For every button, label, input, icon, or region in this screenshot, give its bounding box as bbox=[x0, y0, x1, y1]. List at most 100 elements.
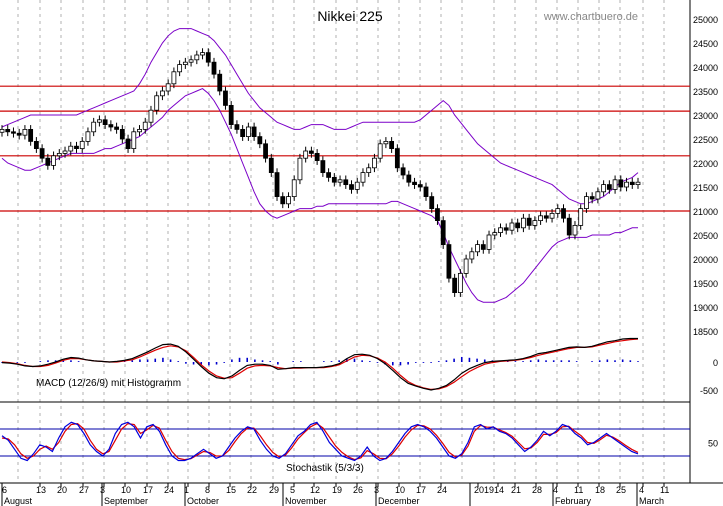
candle-body-49 bbox=[280, 196, 286, 205]
x-month-label-2: October bbox=[187, 496, 219, 506]
candle-body-47 bbox=[268, 157, 274, 173]
candle-body-37 bbox=[211, 61, 217, 75]
x-day-label-16: 26 bbox=[353, 485, 363, 495]
candle-body-110 bbox=[629, 181, 635, 185]
candle-body-53 bbox=[303, 150, 309, 159]
candle-body-17 bbox=[97, 119, 102, 123]
macd-tick-label-1: -500 bbox=[700, 386, 718, 396]
candle-body-25 bbox=[142, 121, 148, 130]
candle-body-73 bbox=[417, 184, 423, 188]
candle-body-75 bbox=[429, 196, 435, 210]
x-day-label-10: 15 bbox=[226, 485, 236, 495]
candle-body-77 bbox=[440, 220, 446, 246]
bottom-axis: 6 13 20 27 3 10 17 24 1 8 15 22 29 5 12 19 26 3 10 17 24 2019… bbox=[1, 483, 669, 506]
candle-body-81 bbox=[463, 258, 469, 274]
x-day-label-9: 8 bbox=[205, 485, 210, 495]
x-day-label-5: 10 bbox=[121, 485, 131, 495]
candle-body-63 bbox=[360, 172, 366, 183]
x-day-label-19: 17 bbox=[416, 485, 426, 495]
x-month-label-6: February bbox=[555, 496, 592, 506]
x-day-label-7: 24 bbox=[164, 485, 174, 495]
macd-line bbox=[1, 337, 638, 391]
candle-body-10 bbox=[56, 152, 62, 157]
candle-body-69 bbox=[394, 148, 400, 169]
candle-body-74 bbox=[423, 186, 429, 197]
candle-body-55 bbox=[314, 152, 320, 161]
candle-body-85 bbox=[486, 234, 492, 250]
candle-body-95 bbox=[543, 215, 549, 219]
x-day-label-14: 12 bbox=[310, 485, 320, 495]
candle-body-31 bbox=[177, 64, 183, 73]
candle-body-24 bbox=[137, 128, 142, 133]
x-day-label-6: 17 bbox=[143, 485, 153, 495]
x-day-label-20: 24 bbox=[437, 485, 447, 495]
candle-body-100 bbox=[572, 224, 578, 236]
stochastic-tick-label: 50 bbox=[708, 439, 718, 449]
candle-body-79 bbox=[452, 277, 458, 294]
candle-body-11 bbox=[62, 150, 68, 154]
price-tick-label-11: 24000 bbox=[693, 63, 718, 73]
candle-body-54 bbox=[309, 150, 314, 154]
candle-body-92 bbox=[526, 217, 532, 226]
candle-body-99 bbox=[566, 217, 572, 236]
candle-body-105 bbox=[601, 184, 607, 193]
price-tick-label-0: 18500 bbox=[693, 327, 718, 337]
candle-body-103 bbox=[589, 196, 595, 200]
candle-body-57 bbox=[326, 172, 331, 178]
x-day-label-8: 1 bbox=[184, 485, 189, 495]
candle-body-78 bbox=[446, 244, 452, 279]
candle-body-67 bbox=[383, 140, 389, 145]
candle-body-23 bbox=[131, 131, 137, 150]
candle-body-102 bbox=[584, 196, 589, 210]
candle-body-106 bbox=[606, 184, 612, 190]
candle-body-28 bbox=[160, 90, 165, 97]
candle-body-97 bbox=[555, 208, 561, 214]
x-day-label-25: 4 bbox=[553, 485, 558, 495]
x-month-label-4: December bbox=[378, 496, 420, 506]
candle-body-32 bbox=[182, 61, 188, 66]
candle-body-16 bbox=[91, 121, 97, 133]
candle-body-58 bbox=[331, 176, 337, 183]
x-day-label-30: 11 bbox=[660, 485, 669, 495]
candle-body-72 bbox=[412, 181, 417, 185]
grid-lines bbox=[0, 0, 723, 484]
x-month-label-3: November bbox=[285, 496, 327, 506]
candle-body-108 bbox=[618, 179, 624, 188]
candle-body-34 bbox=[194, 54, 200, 61]
candle-body-45 bbox=[257, 136, 263, 145]
candle-body-0 bbox=[0, 128, 5, 133]
candle-body-38 bbox=[217, 73, 223, 92]
price-tick-label-10: 23500 bbox=[693, 87, 718, 97]
candle-body-50 bbox=[286, 196, 291, 205]
candle-body-62 bbox=[354, 181, 360, 190]
candle-body-101 bbox=[578, 208, 584, 226]
macd-panel bbox=[1, 337, 639, 391]
candle-body-6 bbox=[33, 140, 39, 149]
candle-body-39 bbox=[223, 90, 228, 106]
candle-body-56 bbox=[320, 160, 326, 174]
candle-body-109 bbox=[624, 181, 629, 188]
price-tick-label-1: 19000 bbox=[693, 303, 718, 313]
bollinger-lower bbox=[1, 88, 638, 303]
candle-body-51 bbox=[291, 179, 297, 198]
candle-body-14 bbox=[79, 140, 85, 149]
macd-tick-label-0: 0 bbox=[713, 358, 718, 368]
candle-body-40 bbox=[228, 105, 234, 126]
x-day-label-23: 21 bbox=[511, 485, 521, 495]
candle-body-8 bbox=[45, 157, 51, 166]
candle-body-30 bbox=[171, 71, 177, 85]
candle-body-27 bbox=[154, 95, 160, 111]
x-day-label-11: 22 bbox=[247, 485, 257, 495]
candle-body-87 bbox=[498, 227, 503, 234]
candle-body-29 bbox=[165, 83, 171, 92]
candle-body-18 bbox=[102, 119, 108, 126]
candle-body-70 bbox=[400, 167, 406, 176]
stochastic-label: Stochastik (5/3/3) bbox=[286, 463, 364, 474]
candle-body-68 bbox=[389, 140, 395, 149]
price-tick-label-7: 22000 bbox=[693, 159, 718, 169]
candle-body-76 bbox=[435, 208, 440, 222]
candle-body-21 bbox=[119, 128, 125, 140]
candle-body-80 bbox=[457, 272, 463, 293]
x-day-label-13: 5 bbox=[290, 485, 295, 495]
